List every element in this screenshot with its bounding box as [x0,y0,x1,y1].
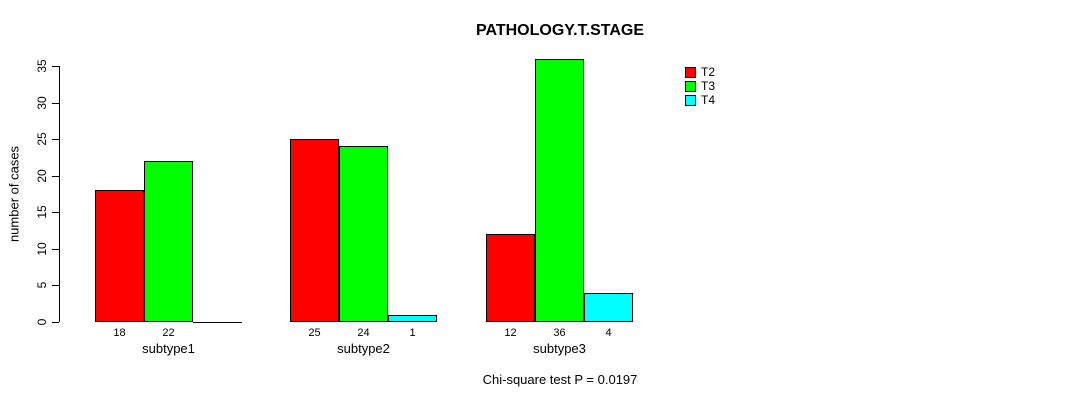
y-tick-mark [52,285,59,287]
legend-label-t4: T4 [701,93,716,107]
y-tick-label: 0 [35,318,49,326]
y-tick-label: 30 [35,95,49,110]
bar-value-label: 22 [162,327,175,339]
bar-t2-subtype3 [486,234,535,322]
legend-entry-t2: T2 [685,65,715,79]
y-tick-label: 10 [35,242,49,256]
chart-title: PATHOLOGY.T.STAGE [475,22,645,39]
y-tick-label: 15 [35,205,49,219]
y-tick-label: 20 [35,169,49,183]
legend-swatch-t4 [685,94,696,106]
legend-label-t2: T2 [701,65,716,79]
legend-entry-t4: T4 [685,93,715,107]
category-label-subtype2: subtype2 [337,341,390,356]
legend-swatch-t2 [685,66,696,78]
y-tick-mark [52,139,59,141]
y-tick-mark [52,322,59,323]
y-tick-mark [52,102,59,104]
y-axis-label: number of cases [6,145,22,243]
legend: T2 T3 T4 [685,65,715,107]
y-axis-line [59,66,60,322]
y-tick-label: 25 [35,132,49,146]
y-tick-label: 5 [35,282,49,289]
bar-t4-subtype2 [388,314,437,322]
bar-t3-subtype2 [339,146,388,322]
bar-t4-subtype3 [584,292,633,322]
bar-t2-subtype2 [290,139,339,322]
y-tick-mark [52,212,59,214]
bar-value-label: 18 [113,327,126,339]
y-tick-mark [52,175,59,177]
legend-entry-t3: T3 [685,79,715,93]
y-tick-label: 35 [35,59,49,73]
y-tick-mark [52,248,59,250]
y-tick-mark [52,66,59,67]
bar-t4-subtype1-zero [193,322,242,323]
bar-value-label: 1 [409,327,416,339]
bar-t3-subtype3 [535,58,584,322]
bar-t3-subtype1 [144,161,193,322]
legend-swatch-t3 [685,80,696,92]
bar-value-label: 12 [504,327,517,339]
category-label-subtype3: subtype3 [533,341,586,356]
bar-value-label: 24 [357,327,370,339]
chi-square-note: Chi-square test P = 0.0197 [482,372,638,387]
legend-label-t3: T3 [701,79,716,93]
category-label-subtype1: subtype1 [142,341,195,356]
bar-value-label: 36 [553,327,566,339]
bar-t2-subtype1 [95,190,144,322]
bar-value-label: 25 [308,327,321,339]
bar-value-label: 4 [605,327,612,339]
